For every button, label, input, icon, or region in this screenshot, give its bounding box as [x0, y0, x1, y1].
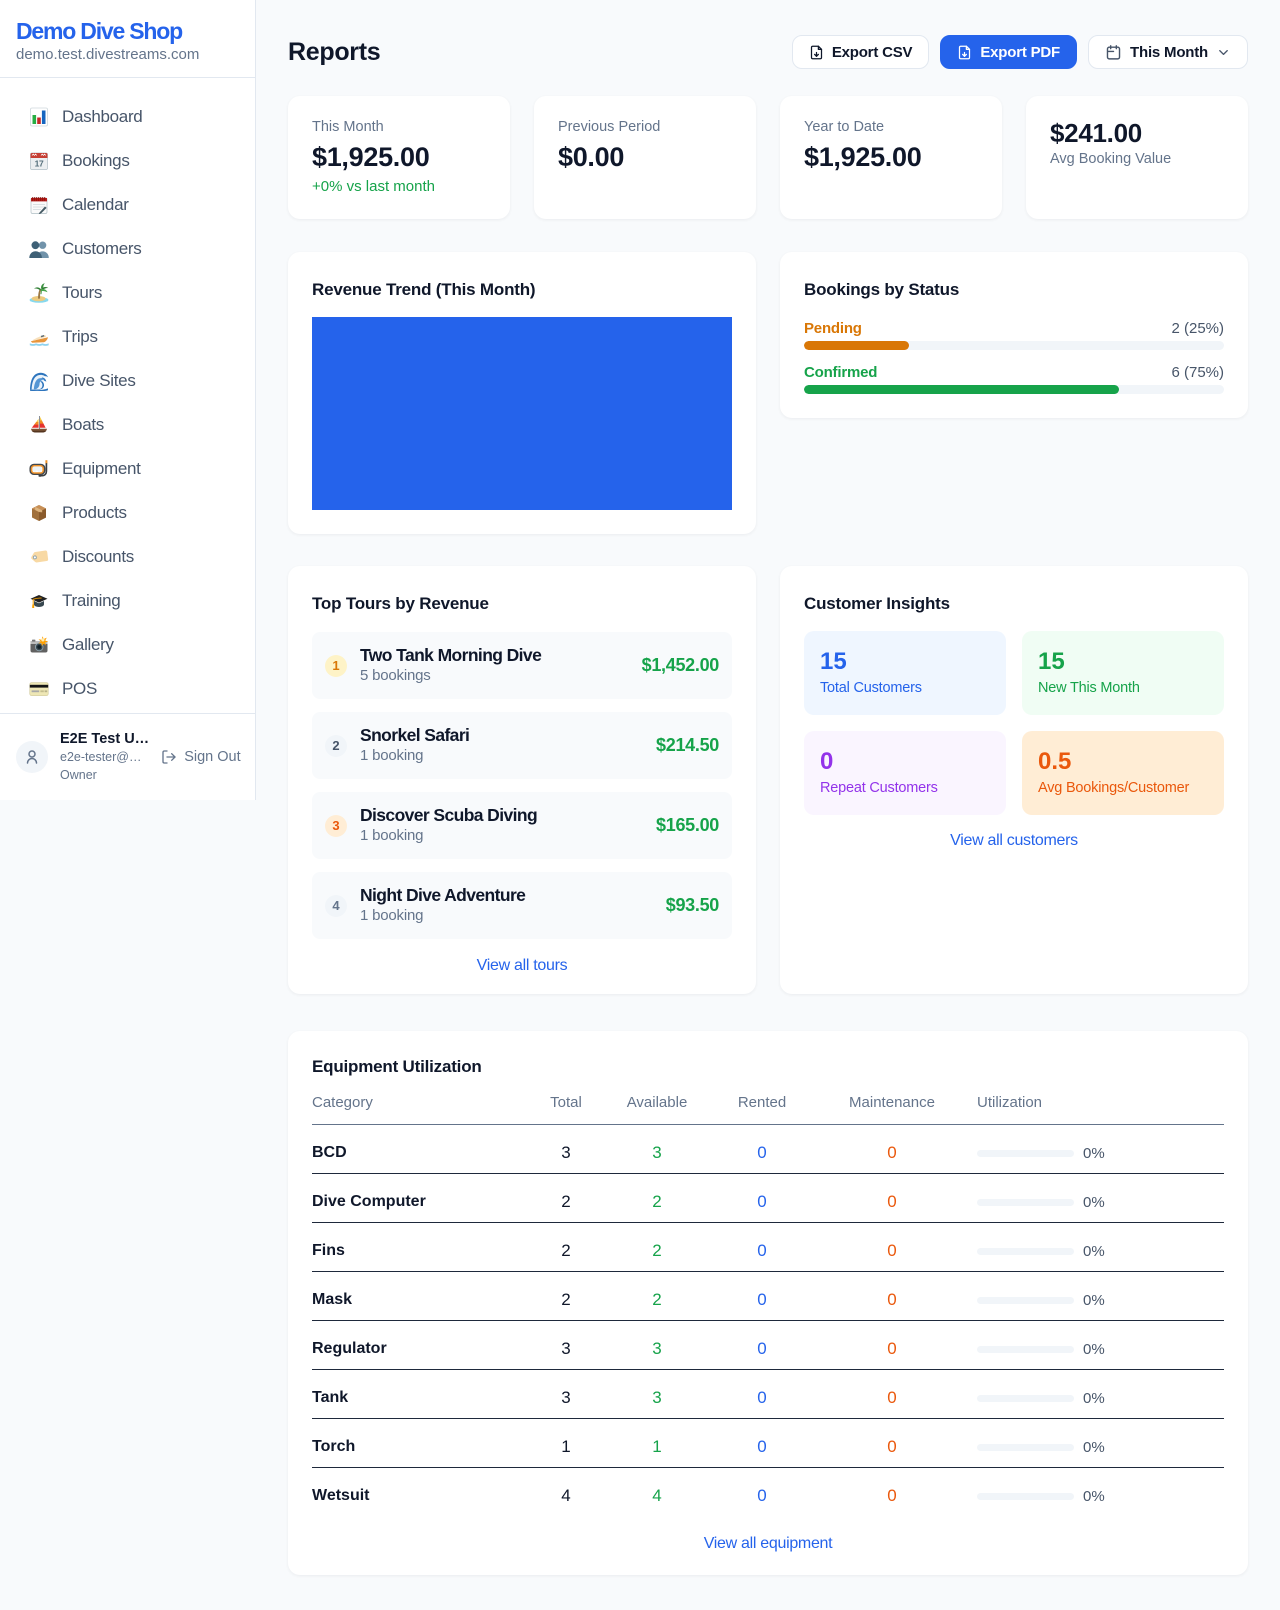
svg-text:17: 17	[35, 159, 44, 169]
